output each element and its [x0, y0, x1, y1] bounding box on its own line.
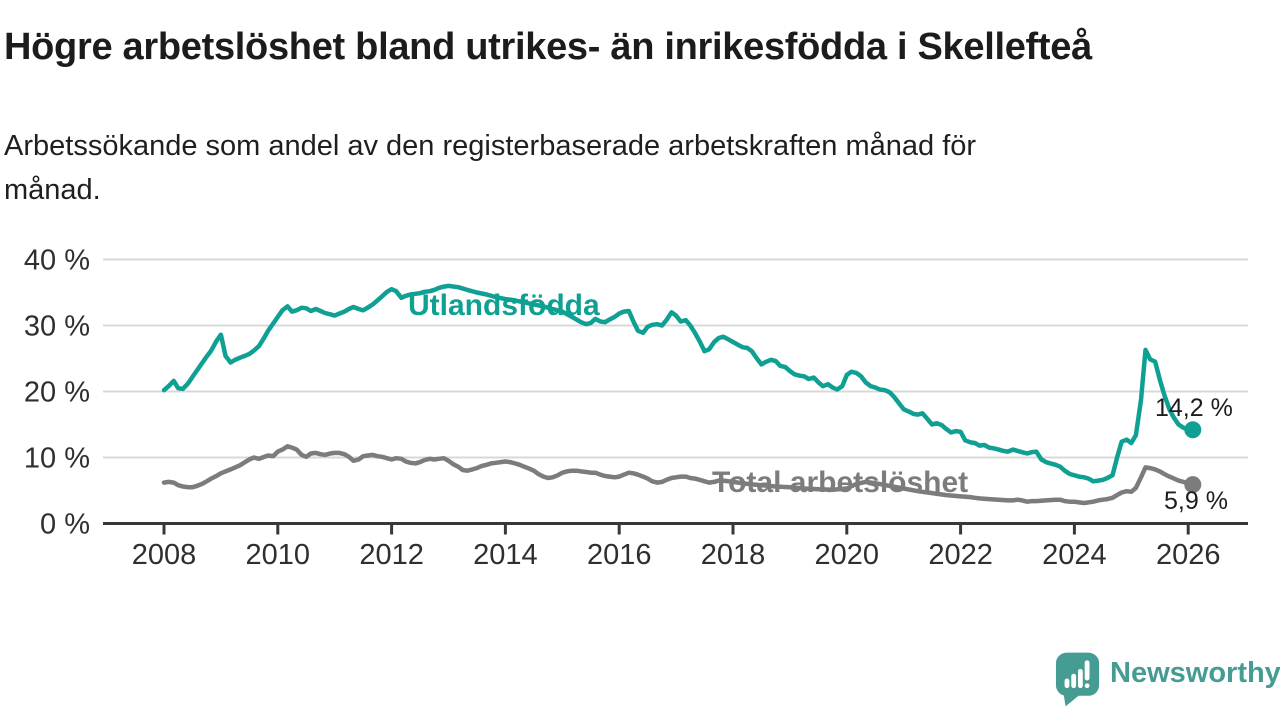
series-end-dot-utlandsfodda	[1184, 421, 1202, 439]
y-axis-tick-label: 20 %	[24, 377, 90, 409]
logo-bar-medium	[1071, 673, 1077, 689]
newsworthy-logo: Newsworthy	[1055, 651, 1280, 708]
x-axis-tick-label: 2026	[1156, 539, 1221, 571]
x-axis-tick-label: 2010	[246, 539, 311, 571]
chart-subtitle: Arbetssökande som andel av den registerb…	[4, 130, 977, 206]
series-label-total-arbetsloshet: Total arbetslöshet	[712, 466, 969, 499]
x-axis-tick-label: 2020	[815, 539, 880, 571]
logo-bubble-tail	[1063, 693, 1081, 707]
series-line-total-arbetsloshet	[161, 444, 1196, 506]
logo-exclamation-dot	[1084, 683, 1090, 689]
y-axis-tick-label: 0 %	[40, 509, 90, 541]
x-axis-tick-label: 2008	[132, 539, 197, 571]
logo-bubble	[1055, 652, 1100, 696]
x-axis-tick-label: 2016	[587, 539, 652, 571]
y-axis-tick-label: 10 %	[24, 443, 90, 475]
x-axis-tick-label: 2022	[928, 539, 993, 571]
series-line-utlandsfodda	[161, 283, 1196, 484]
logo-bar-small	[1064, 678, 1070, 689]
newsworthy-wordmark: Newsworthy	[1110, 657, 1280, 689]
x-axis-tick-label: 2024	[1042, 539, 1107, 571]
logo-bar-tall	[1078, 668, 1083, 689]
series-end-dot-total-arbetsloshet	[1184, 476, 1202, 494]
logo-exclamation-bar	[1084, 660, 1090, 681]
x-axis-tick-label: 2014	[473, 539, 538, 571]
y-axis-tick-label: 30 %	[24, 311, 90, 343]
chart-title: Högre arbetslöshet bland utrikes- än inr…	[4, 26, 1092, 68]
x-axis-tick-label: 2012	[359, 539, 424, 571]
end-value-label-utlandsfodda: 14,2 %	[1155, 394, 1233, 422]
newsworthy-logo-icon	[1055, 652, 1100, 707]
x-axis-tick-label: 2018	[701, 539, 766, 571]
end-value-label-total-arbetsloshet: 5,9 %	[1164, 487, 1228, 515]
y-axis-tick-label: 40 %	[24, 245, 90, 277]
series-label-utlandsfodda: Utlandsfödda	[408, 289, 600, 322]
